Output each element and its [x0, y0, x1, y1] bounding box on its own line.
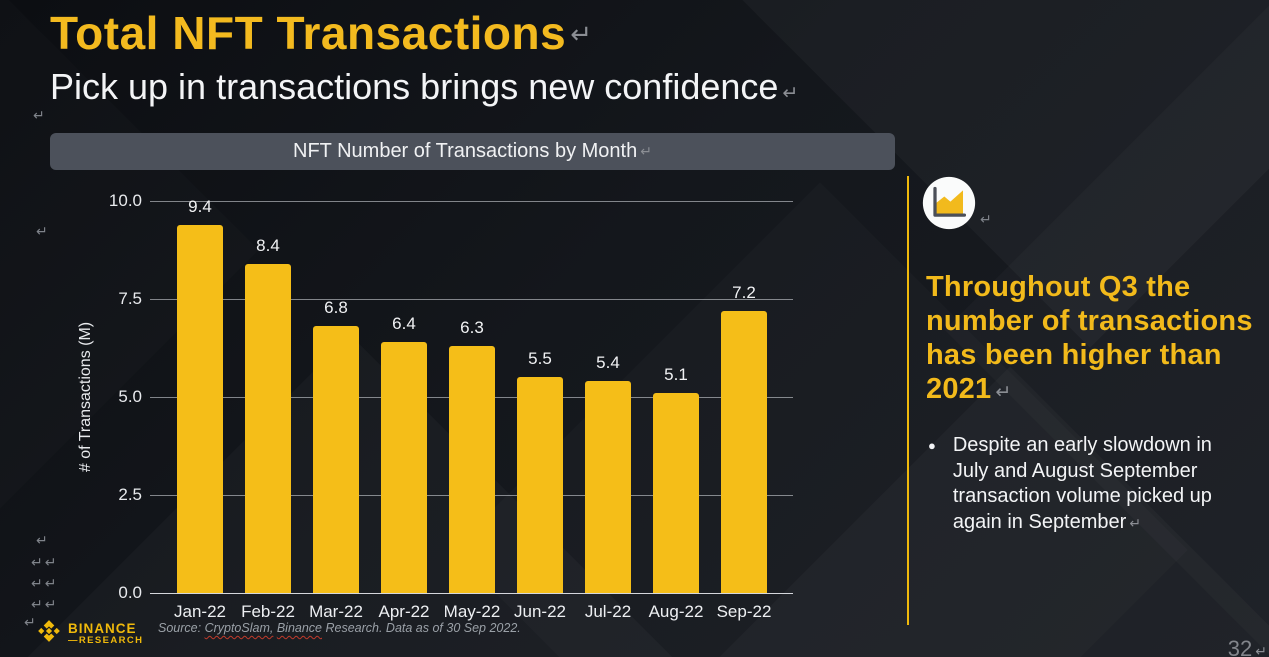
area-chart-icon — [921, 175, 977, 236]
bar-Feb-22 — [245, 263, 291, 593]
x-tick-label: Apr-22 — [378, 602, 430, 621]
binance-logo-icon — [36, 618, 62, 649]
bar-Sep-22 — [721, 310, 767, 593]
bar-Jun-22 — [517, 377, 563, 593]
bar-May-22 — [449, 346, 495, 593]
bullet-line: July and August September — [952, 459, 1198, 482]
bar-Jan-22 — [177, 224, 223, 593]
gridline — [150, 593, 793, 594]
paragraph-mark: ↵ — [24, 615, 38, 631]
slide-subtitle[interactable]: Pick up in transactions brings new confi… — [50, 66, 798, 108]
x-tick-label: Jun-22 — [514, 602, 566, 621]
paragraph-mark: ↵ — [1129, 515, 1142, 532]
paragraph-mark: ↵↵ — [31, 597, 59, 613]
heading-line: has been higher than — [926, 339, 1222, 371]
paragraph-mark: ↵↵ — [31, 555, 59, 571]
x-tick-label: Jan-22 — [174, 602, 226, 621]
logo-subname: —RESEARCH — [68, 635, 144, 646]
paragraph-mark: ↵ — [995, 381, 1012, 403]
y-tick-label: 5.0 — [118, 387, 142, 406]
bar-value-label: 9.4 — [188, 196, 212, 216]
paragraph-mark: ↵ — [36, 533, 50, 549]
source-suffix: Research. Data as of 30 Sep 2022. — [322, 621, 521, 635]
key-takeaway-heading[interactable]: Throughout Q3 the number of transactions… — [926, 270, 1266, 409]
paragraph-mark: ↵ — [640, 143, 652, 160]
bar-value-label: 6.4 — [392, 314, 416, 334]
y-tick-label: 0.0 — [118, 583, 142, 602]
x-tick-label: Mar-22 — [309, 602, 363, 621]
x-tick-label: May-22 — [443, 602, 501, 621]
panel-accent-divider — [907, 176, 909, 625]
x-tick-label: Jul-22 — [584, 602, 632, 621]
bar-value-label: 8.4 — [256, 235, 280, 255]
paragraph-mark: ↵ — [570, 20, 593, 50]
y-tick-label: 2.5 — [118, 485, 142, 504]
source-word-binance: Binance — [276, 621, 323, 635]
bar-value-label: 5.1 — [664, 365, 688, 385]
slide-title[interactable]: Total NFT Transactions ↵ — [50, 6, 593, 60]
slide-title-text: Total NFT Transactions — [50, 7, 567, 59]
y-tick-label: 10.0 — [108, 191, 142, 210]
source-note[interactable]: Source: CryptoSlam, Binance Research. Da… — [158, 621, 521, 635]
bar-Jul-22 — [585, 381, 631, 593]
y-tick-label: 7.5 — [118, 289, 142, 308]
slide-subtitle-text: Pick up in transactions brings new confi… — [50, 66, 779, 107]
gridline — [150, 201, 793, 202]
paragraph-mark: ↵ — [1255, 644, 1267, 657]
paragraph-mark: ↵↵ — [31, 576, 59, 592]
paragraph-mark: ↵ — [36, 224, 50, 240]
chart-title-text: NFT Number of Transactions by Month — [293, 140, 638, 162]
heading-line: Throughout Q3 the — [926, 271, 1191, 303]
bar-value-label: 7.2 — [732, 282, 756, 302]
chart-title-bar[interactable]: NFT Number of Transactions by Month ↵ — [50, 133, 895, 170]
logo-name: BINANCE — [68, 621, 137, 636]
bullet-line: transaction volume picked up — [952, 485, 1212, 507]
source-word-cryptoslam: CryptoSlam, — [204, 621, 274, 635]
bullet-line: Despite an early slowdown in — [952, 434, 1212, 456]
heading-line: 2021 ↵ — [926, 373, 1012, 405]
x-tick-label: Feb-22 — [241, 602, 295, 621]
bar-value-label: 6.3 — [460, 318, 484, 338]
bar-Aug-22 — [653, 393, 699, 593]
bullet-item[interactable]: ● Despite an early slowdown in July and … — [928, 433, 1255, 537]
bar-value-label: 6.8 — [324, 298, 348, 318]
paragraph-mark: ↵ — [980, 212, 994, 228]
x-tick-label: Aug-22 — [648, 602, 704, 621]
bar-chart: 0.0 2.5 5.0 7.5 10.0 9.4 Jan-22 8.4 Feb-22 6.8 Mar… — [109, 191, 793, 621]
paragraph-mark: ↵ — [33, 108, 47, 124]
x-tick-label: Sep-22 — [716, 602, 772, 621]
gridline — [150, 299, 793, 300]
bar-Apr-22 — [381, 342, 427, 593]
bullet-marker: ● — [928, 438, 936, 453]
page-number[interactable]: 32 ↵ — [1228, 636, 1267, 657]
paragraph-mark: ↵ — [782, 82, 799, 104]
bar-value-label: 5.5 — [528, 349, 552, 369]
binance-research-logo: BINANCE —RESEARCH — [36, 618, 143, 649]
source-prefix: Source: — [158, 621, 205, 635]
bar-Mar-22 — [313, 326, 359, 593]
heading-line: number of transactions — [926, 305, 1253, 337]
bar-value-label: 5.4 — [596, 353, 620, 373]
bullet-line: again in September ↵ — [952, 510, 1142, 533]
bullet-text: Despite an early slowdown in July and Au… — [953, 433, 1255, 537]
binance-logo-text: BINANCE —RESEARCH — [68, 621, 143, 646]
